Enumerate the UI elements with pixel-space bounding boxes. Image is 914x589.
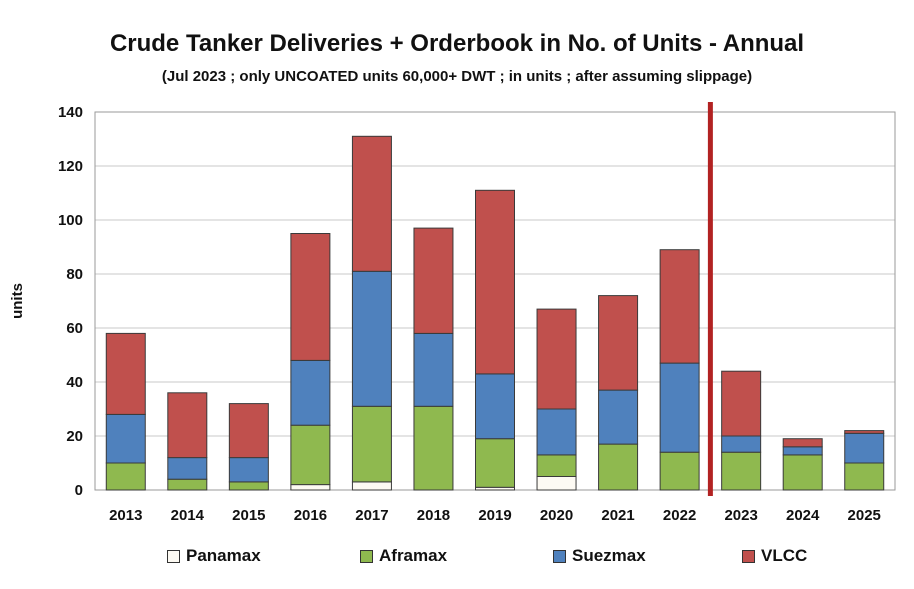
chart-title: Crude Tanker Deliveries + Orderbook in N… bbox=[109, 30, 805, 57]
bar-segment-vlcc bbox=[351, 135, 392, 272]
bar-segment-suezmax bbox=[598, 389, 639, 445]
y-tick-label: 60 bbox=[66, 320, 83, 337]
x-tick-label: 2020 bbox=[540, 507, 573, 524]
bar-segment-suezmax bbox=[536, 408, 577, 456]
y-tick-label: 100 bbox=[58, 212, 83, 229]
bar-segment-panamax bbox=[536, 476, 577, 491]
bar-segment-vlcc bbox=[290, 233, 331, 361]
x-tick-label: 2023 bbox=[724, 507, 757, 524]
bar-segment-aframax bbox=[844, 462, 885, 491]
bar-segment-aframax bbox=[105, 462, 146, 491]
bar-segment-vlcc bbox=[413, 227, 454, 334]
x-tick-label: 2013 bbox=[109, 507, 142, 524]
legend-item-suezmax: Suezmax bbox=[553, 546, 646, 566]
bar-segment-suezmax bbox=[844, 432, 885, 464]
bar-segment-panamax bbox=[290, 484, 331, 491]
y-tick-label: 80 bbox=[66, 266, 83, 283]
bar-segment-vlcc bbox=[105, 332, 146, 415]
bar-segment-vlcc bbox=[228, 403, 269, 459]
x-tick-label: 2019 bbox=[478, 507, 511, 524]
y-tick-label: 20 bbox=[66, 428, 83, 445]
legend-swatch-aframax bbox=[360, 549, 373, 563]
x-tick-label: 2024 bbox=[786, 507, 820, 524]
x-tick-label: 2017 bbox=[355, 507, 388, 524]
bar-segment-aframax bbox=[228, 481, 269, 491]
legend-label-vlcc: VLCC bbox=[761, 546, 808, 565]
bar-segment-suezmax bbox=[782, 446, 823, 456]
bar-segment-aframax bbox=[536, 454, 577, 477]
bar-segment-aframax bbox=[659, 451, 700, 491]
bar-segment-aframax bbox=[413, 405, 454, 491]
x-tick-label: 2022 bbox=[663, 507, 696, 524]
y-tick-label: 140 bbox=[58, 104, 83, 121]
bar-segment-aframax bbox=[167, 478, 208, 491]
x-tick-label: 2025 bbox=[848, 507, 881, 524]
chart-subtitle: (Jul 2023 ; only UNCOATED units 60,000+ … bbox=[161, 68, 753, 85]
bar-segment-suezmax bbox=[721, 435, 762, 453]
bar-segment-suezmax bbox=[105, 413, 146, 464]
legend-label-suezmax: Suezmax bbox=[572, 546, 646, 565]
y-tick-label: 0 bbox=[75, 482, 83, 499]
bar-segment-vlcc bbox=[721, 370, 762, 437]
legend-label-aframax: Aframax bbox=[379, 546, 448, 565]
legend-swatch-suezmax bbox=[553, 549, 566, 563]
bar-segment-suezmax bbox=[475, 373, 515, 440]
bar-segment-vlcc bbox=[782, 438, 823, 448]
bar-segment-vlcc bbox=[844, 430, 885, 434]
bar-segment-suezmax bbox=[659, 362, 700, 453]
legend-label-panamax: Panamax bbox=[186, 546, 261, 565]
x-tick-label: 2014 bbox=[171, 507, 205, 524]
y-tick-label: 120 bbox=[58, 158, 83, 175]
legend: Panamax Aframax Suezmax VLCC bbox=[0, 546, 914, 570]
legend-item-aframax: Aframax bbox=[360, 546, 447, 566]
x-tick-label: 2018 bbox=[417, 507, 450, 524]
bar-segment-suezmax bbox=[167, 457, 208, 480]
legend-swatch-vlcc bbox=[742, 549, 755, 563]
legend-item-panamax: Panamax bbox=[167, 546, 261, 566]
bar-segment-aframax bbox=[721, 451, 762, 491]
legend-swatch-panamax bbox=[167, 549, 180, 563]
x-tick-label: 2021 bbox=[601, 507, 634, 524]
bar-segment-suezmax bbox=[290, 359, 331, 426]
bar-segment-vlcc bbox=[475, 189, 515, 375]
bar-segment-aframax bbox=[290, 424, 331, 486]
bar-segment-aframax bbox=[475, 438, 515, 488]
legend-item-vlcc: VLCC bbox=[742, 546, 807, 566]
bar-segment-suezmax bbox=[228, 457, 269, 483]
x-tick-label: 2015 bbox=[232, 507, 265, 524]
y-axis-label: units bbox=[9, 283, 26, 319]
y-tick-label: 40 bbox=[66, 374, 83, 391]
bar-segment-suezmax bbox=[351, 270, 392, 407]
bar-segment-vlcc bbox=[167, 392, 208, 459]
bar-segment-vlcc bbox=[659, 249, 700, 364]
bar-segment-aframax bbox=[351, 405, 392, 483]
bar-segment-aframax bbox=[598, 443, 639, 491]
bar-segment-vlcc bbox=[598, 295, 639, 391]
bar-segment-panamax bbox=[351, 481, 392, 491]
x-tick-label: 2016 bbox=[294, 507, 327, 524]
bar-segment-vlcc bbox=[536, 308, 577, 410]
bar-segment-aframax bbox=[782, 454, 823, 491]
bar-segment-suezmax bbox=[413, 332, 454, 407]
